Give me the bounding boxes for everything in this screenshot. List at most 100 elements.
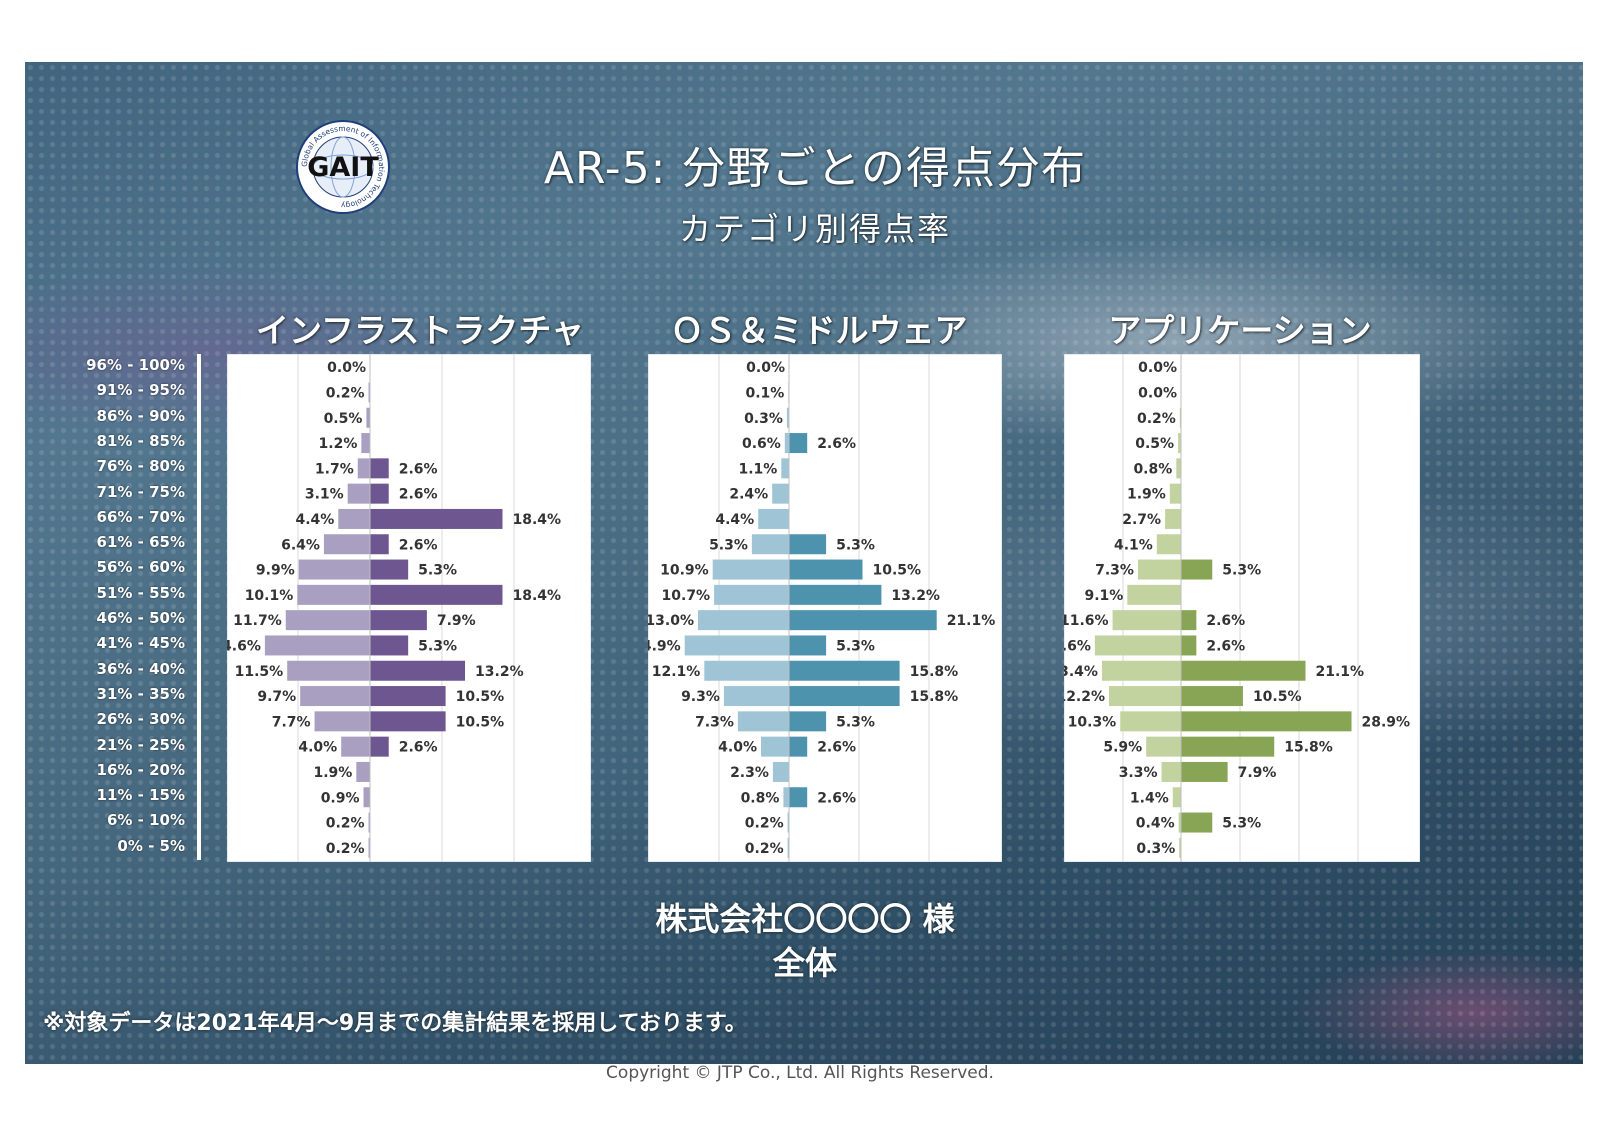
category-label: 71% - 75%	[96, 482, 185, 501]
bar-company	[370, 635, 409, 656]
bar-company	[789, 787, 808, 808]
bar-overall	[772, 483, 789, 504]
bar-overall	[368, 382, 370, 403]
data-label-overall: 10.9%	[660, 563, 709, 579]
bar-company	[370, 711, 446, 732]
data-label-company: 2.6%	[817, 436, 856, 452]
bar-overall	[1156, 534, 1181, 555]
copyright: Copyright © JTP Co., Ltd. All Rights Res…	[606, 1063, 994, 1083]
data-label-overall: 11.5%	[235, 664, 284, 680]
data-label-overall: 0.5%	[1135, 436, 1174, 452]
data-label-overall: 9.9%	[256, 563, 295, 579]
data-label-overall: 9.7%	[257, 689, 296, 705]
bar-overall	[1146, 736, 1181, 757]
plot-area	[1064, 354, 1420, 862]
bar-overall	[1161, 761, 1181, 782]
plot-area	[648, 354, 1002, 862]
bar-overall	[264, 635, 370, 656]
bar-overall	[1169, 483, 1181, 504]
bar-overall	[723, 686, 789, 707]
chart-panel-os-middleware: 0.0% 0.1% 0.3% 0.6% 2.6% 1.1% 2.4% 4.4% 5.3% 5.3%…	[648, 354, 1002, 862]
data-label-overall: 12.1%	[652, 664, 701, 680]
data-label-overall: 1.2%	[319, 436, 358, 452]
data-label-overall: 7.3%	[1095, 563, 1134, 579]
data-label-overall: 3.1%	[305, 487, 344, 503]
data-label-overall: 10.1%	[245, 588, 294, 604]
bar-overall	[298, 559, 370, 580]
data-label-company: 2.6%	[399, 740, 438, 756]
data-label-company: 5.3%	[836, 638, 875, 654]
category-axis-line	[197, 354, 201, 860]
data-label-overall: 6.4%	[281, 537, 320, 553]
logo-text: GAIT	[307, 152, 379, 183]
bar-company	[370, 686, 446, 707]
bar-overall	[1178, 812, 1181, 833]
page-title: AR-5: 分野ごとの得点分布	[543, 143, 1087, 194]
footnote: ※対象データは2021年4月～9月までの集計結果を採用しております。	[43, 1011, 747, 1036]
data-label-overall: 2.4%	[729, 487, 768, 503]
data-label-overall: 14.6%	[1064, 638, 1091, 654]
data-label-overall: 0.0%	[327, 360, 366, 376]
data-label-overall: 4.0%	[298, 740, 337, 756]
data-label-company: 5.3%	[1222, 816, 1261, 832]
bar-company	[1181, 736, 1275, 757]
data-label-overall: 7.3%	[695, 714, 734, 730]
bar-overall	[1178, 433, 1181, 454]
bar-company	[370, 458, 389, 479]
category-label: 21% - 25%	[96, 735, 185, 754]
bar-company	[370, 584, 503, 605]
bar-overall	[784, 433, 789, 454]
data-label-company: 15.8%	[910, 689, 959, 705]
bar-company	[789, 584, 882, 605]
category-label: 51% - 55%	[96, 583, 185, 602]
data-label-overall: 12.2%	[1064, 689, 1105, 705]
data-label-company: 18.4%	[512, 588, 561, 604]
bar-company	[1181, 812, 1213, 833]
bar-overall	[297, 584, 370, 605]
data-label-overall: 10.7%	[662, 588, 711, 604]
bar-company	[1181, 761, 1228, 782]
gait-logo: Global Assessment of Information Technol…	[296, 120, 390, 214]
bar-company	[1181, 686, 1243, 707]
bar-overall	[366, 407, 370, 428]
data-label-overall: 4.0%	[718, 740, 757, 756]
data-label-overall: 0.2%	[1137, 411, 1176, 427]
data-label-overall: 13.4%	[1064, 664, 1098, 680]
category-label: 41% - 45%	[96, 634, 185, 653]
data-label-company: 7.9%	[437, 613, 476, 629]
bar-overall	[714, 584, 789, 605]
data-label-company: 2.6%	[399, 487, 438, 503]
data-label-company: 21.1%	[1315, 664, 1364, 680]
data-label-overall: 11.7%	[233, 613, 282, 629]
data-label-overall: 0.2%	[326, 841, 365, 857]
data-label-company: 2.6%	[817, 740, 856, 756]
data-label-company: 10.5%	[873, 563, 922, 579]
data-label-overall: 10.3%	[1068, 714, 1117, 730]
category-label: 96% - 100%	[86, 356, 185, 374]
bar-overall	[698, 610, 789, 631]
data-label-company: 5.3%	[418, 638, 457, 654]
bar-overall	[314, 711, 370, 732]
bar-company	[789, 736, 808, 757]
data-label-company: 7.9%	[1238, 765, 1277, 781]
category-label: 31% - 35%	[96, 684, 185, 703]
data-label-overall: 0.8%	[1133, 461, 1172, 477]
data-label-overall: 1.9%	[1127, 487, 1166, 503]
bar-company	[1181, 635, 1197, 656]
category-label: 26% - 30%	[96, 710, 185, 729]
bar-company	[789, 433, 808, 454]
bar-overall	[368, 812, 370, 833]
data-label-overall: 13.0%	[648, 613, 694, 629]
bar-company	[789, 610, 937, 631]
bar-overall	[1127, 584, 1181, 605]
bar-company	[789, 635, 827, 656]
data-label-overall: 0.3%	[1136, 841, 1175, 857]
data-label-company: 2.6%	[1206, 638, 1245, 654]
data-label-overall: 0.0%	[1138, 360, 1177, 376]
data-label-company: 21.1%	[947, 613, 996, 629]
panel-title-os-middleware: ＯＳ＆ミドルウェア	[670, 311, 968, 350]
bar-overall	[1137, 559, 1181, 580]
category-label: 91% - 95%	[96, 381, 185, 400]
data-label-company: 2.6%	[1206, 613, 1245, 629]
category-label: 11% - 15%	[96, 786, 185, 805]
